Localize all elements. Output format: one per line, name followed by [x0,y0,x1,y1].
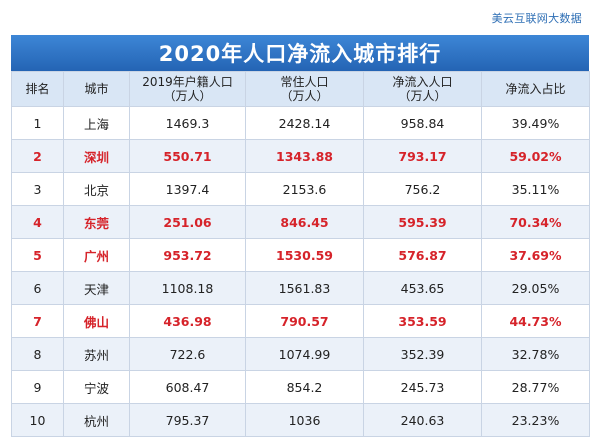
cell-city: 东莞 [63,205,130,239]
table-row: 2 深圳 550.71 1343.88 793.17 59.02% [11,139,590,173]
table-row: 4 东莞 251.06 846.45 595.39 70.34% [11,205,590,239]
cell-hukou: 1108.18 [129,271,246,305]
cell-inflow: 793.17 [363,139,482,173]
cell-city: 佛山 [63,304,130,338]
cell-resident: 790.57 [245,304,364,338]
cell-resident: 2428.14 [245,106,364,140]
cell-resident: 1036 [245,403,364,437]
cell-rank: 8 [11,337,64,371]
cell-hukou: 953.72 [129,238,246,272]
cell-inflow: 958.84 [363,106,482,140]
cell-city: 杭州 [63,403,130,437]
cell-hukou: 795.37 [129,403,246,437]
cell-inflow: 453.65 [363,271,482,305]
header-hukou-line2: （万人） [163,89,212,103]
ranking-table: 排名 城市 2019年户籍人口 （万人） 常住人口 （万人） 净流入人口 （万人… [11,71,590,437]
cell-resident: 1561.83 [245,271,364,305]
cell-ratio: 32.78% [481,337,590,371]
cell-ratio: 39.49% [481,106,590,140]
header-inflow-line1: 净流入人口 [392,75,453,89]
table-row: 7 佛山 436.98 790.57 353.59 44.73% [11,304,590,338]
cell-city: 苏州 [63,337,130,371]
cell-ratio: 59.02% [481,139,590,173]
cell-rank: 2 [11,139,64,173]
cell-city: 广州 [63,238,130,272]
cell-rank: 4 [11,205,64,239]
cell-rank: 5 [11,238,64,272]
cell-resident: 854.2 [245,370,364,404]
header-city: 城市 [63,71,130,107]
header-hukou-line1: 2019年户籍人口 [142,75,233,89]
cell-hukou: 251.06 [129,205,246,239]
cell-ratio: 44.73% [481,304,590,338]
cell-hukou: 608.47 [129,370,246,404]
table-row: 10 杭州 795.37 1036 240.63 23.23% [11,403,590,437]
header-inflow-line2: （万人） [398,89,447,103]
cell-ratio: 28.77% [481,370,590,404]
cell-city: 北京 [63,172,130,206]
header-resident-line1: 常住人口 [280,75,329,89]
cell-inflow: 576.87 [363,238,482,272]
cell-rank: 3 [11,172,64,206]
header-resident-population: 常住人口 （万人） [245,71,364,107]
header-net-inflow: 净流入人口 （万人） [363,71,482,107]
cell-ratio: 35.11% [481,172,590,206]
table-title: 2020年人口净流入城市排行 [11,35,589,71]
cell-resident: 1074.99 [245,337,364,371]
header-row: 排名 城市 2019年户籍人口 （万人） 常住人口 （万人） 净流入人口 （万人… [11,71,590,107]
cell-rank: 7 [11,304,64,338]
cell-resident: 1343.88 [245,139,364,173]
cell-city: 深圳 [63,139,130,173]
cell-rank: 6 [11,271,64,305]
cell-ratio: 29.05% [481,271,590,305]
cell-rank: 1 [11,106,64,140]
cell-ratio: 23.23% [481,403,590,437]
cell-resident: 1530.59 [245,238,364,272]
cell-hukou: 550.71 [129,139,246,173]
table-row: 3 北京 1397.4 2153.6 756.2 35.11% [11,172,590,206]
cell-inflow: 240.63 [363,403,482,437]
cell-ratio: 37.69% [481,238,590,272]
cell-inflow: 352.39 [363,337,482,371]
cell-hukou: 722.6 [129,337,246,371]
header-inflow-ratio: 净流入占比 [481,71,590,107]
header-hukou-population: 2019年户籍人口 （万人） [129,71,246,107]
source-label: 美云互联网大数据 [491,12,582,25]
cell-city: 上海 [63,106,130,140]
table-row: 9 宁波 608.47 854.2 245.73 28.77% [11,370,590,404]
cell-rank: 9 [11,370,64,404]
header-resident-line2: （万人） [280,89,329,103]
table-row: 5 广州 953.72 1530.59 576.87 37.69% [11,238,590,272]
table-row: 8 苏州 722.6 1074.99 352.39 32.78% [11,337,590,371]
table-row: 1 上海 1469.3 2428.14 958.84 39.49% [11,106,590,140]
cell-resident: 2153.6 [245,172,364,206]
cell-inflow: 756.2 [363,172,482,206]
cell-inflow: 595.39 [363,205,482,239]
cell-city: 天津 [63,271,130,305]
cell-hukou: 436.98 [129,304,246,338]
header-rank: 排名 [11,71,64,107]
cell-city: 宁波 [63,370,130,404]
cell-inflow: 353.59 [363,304,482,338]
table-row: 6 天津 1108.18 1561.83 453.65 29.05% [11,271,590,305]
cell-hukou: 1469.3 [129,106,246,140]
cell-rank: 10 [11,403,64,437]
cell-inflow: 245.73 [363,370,482,404]
cell-hukou: 1397.4 [129,172,246,206]
cell-resident: 846.45 [245,205,364,239]
cell-ratio: 70.34% [481,205,590,239]
